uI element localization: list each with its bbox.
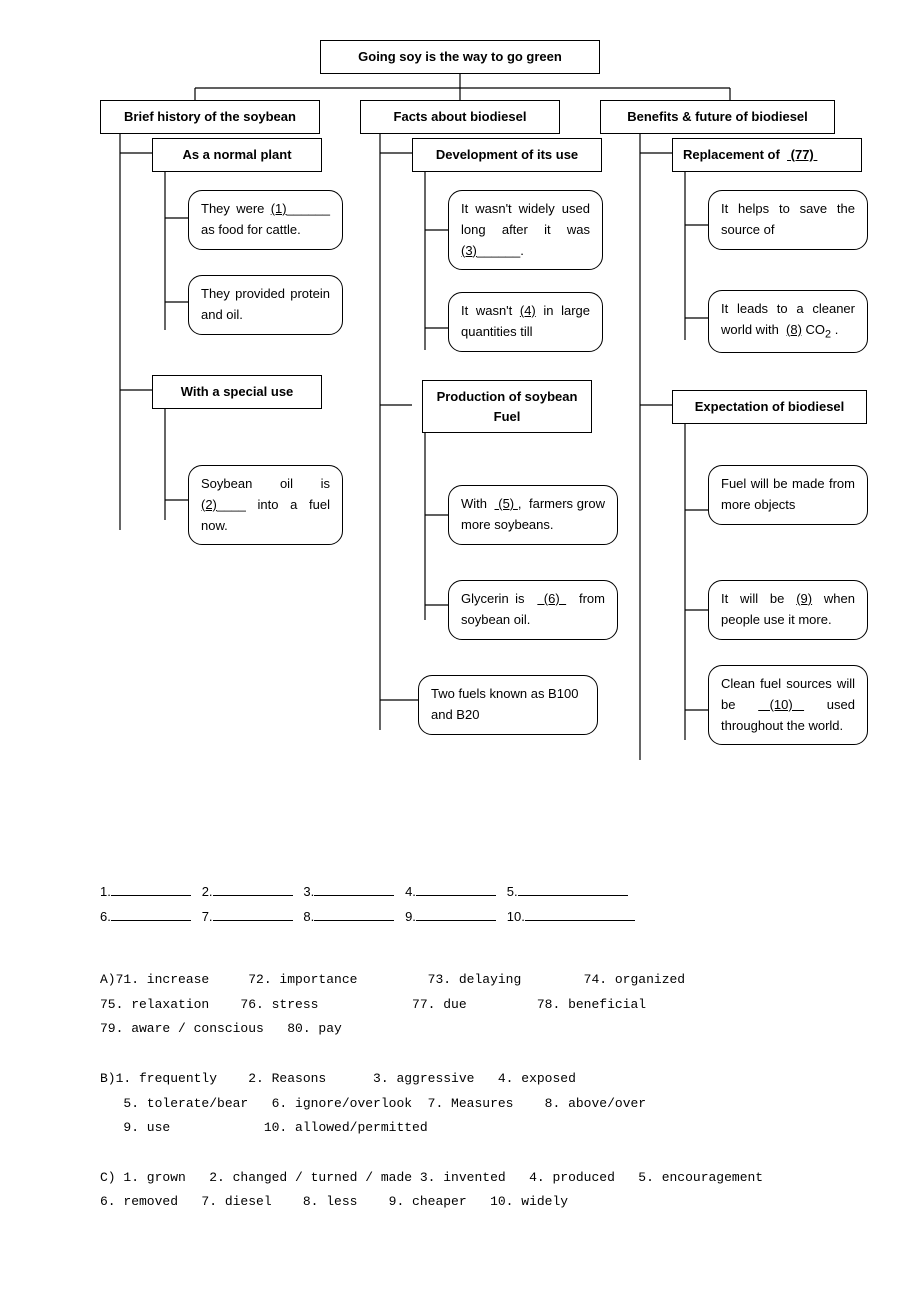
left-sub1-item1: They provided protein and oil.: [188, 275, 343, 335]
left-sub2-item0: Soybean oil is (2)____ into a fuel now.: [188, 465, 343, 545]
answers-b: B)1. frequently 2. Reasons 3. aggressive…: [100, 1067, 860, 1141]
flowchart: Going soy is the way to go green Brief h…: [60, 40, 860, 860]
answer-key: A)71. increase 72. importance 73. delayi…: [60, 943, 860, 1239]
right-sub2-item2: Clean fuel sources will be (10) used thr…: [708, 665, 868, 745]
mid-sub1-item0: It wasn't widely used long after it was …: [448, 190, 603, 270]
blank-1: 1.: [100, 880, 191, 905]
right-sub1-item0: It helps to save the source of: [708, 190, 868, 250]
col-left-header: Brief history of the soybean: [100, 100, 320, 134]
blank-5: 5.: [507, 880, 628, 905]
mid-sub2-item1: Glycerin is (6) from soybean oil.: [448, 580, 618, 640]
col-mid-header: Facts about biodiesel: [360, 100, 560, 134]
left-sub2: With a special use: [152, 375, 322, 409]
col-right-header: Benefits & future of biodiesel: [600, 100, 835, 134]
left-sub1: As a normal plant: [152, 138, 322, 172]
blank-7: 7.: [202, 905, 293, 930]
answers-c: C) 1. grown 2. changed / turned / made 3…: [100, 1166, 860, 1215]
blank-10: 10.: [507, 905, 635, 930]
mid-sub2: Production of soybean Fuel: [422, 380, 592, 433]
mid-sub3: Two fuels known as B100 and B20: [418, 675, 598, 735]
blanks-row-2: 6. 7. 8. 9. 10.: [100, 905, 860, 930]
right-sub2: Expectation of biodiesel: [672, 390, 867, 424]
right-sub1-item1: It leads to a cleaner world with (8) CO2…: [708, 290, 868, 353]
mid-sub1-item1: It wasn't (4) in large quantities till: [448, 292, 603, 352]
blank-8: 8.: [303, 905, 394, 930]
right-sub1: Replacement of (77): [672, 138, 862, 172]
blank-3: 3.: [303, 880, 394, 905]
blanks-row-1: 1. 2. 3. 4. 5.: [100, 880, 860, 905]
answers-a: A)71. increase 72. importance 73. delayi…: [100, 968, 860, 1042]
right-sub2-item1: It will be (9) when people use it more.: [708, 580, 868, 640]
blank-4: 4.: [405, 880, 496, 905]
blank-2: 2.: [202, 880, 293, 905]
left-sub1-item0: They were (1)______ as food for cattle.: [188, 190, 343, 250]
mid-sub2-item0: With (5) , farmers grow more soybeans.: [448, 485, 618, 545]
right-sub2-item0: Fuel will be made from more objects: [708, 465, 868, 525]
blank-lines: 1. 2. 3. 4. 5. 6. 7. 8. 9. 10.: [60, 880, 860, 929]
title-box: Going soy is the way to go green: [320, 40, 600, 74]
mid-sub1: Development of its use: [412, 138, 602, 172]
blank-9: 9.: [405, 905, 496, 930]
blank-6: 6.: [100, 905, 191, 930]
